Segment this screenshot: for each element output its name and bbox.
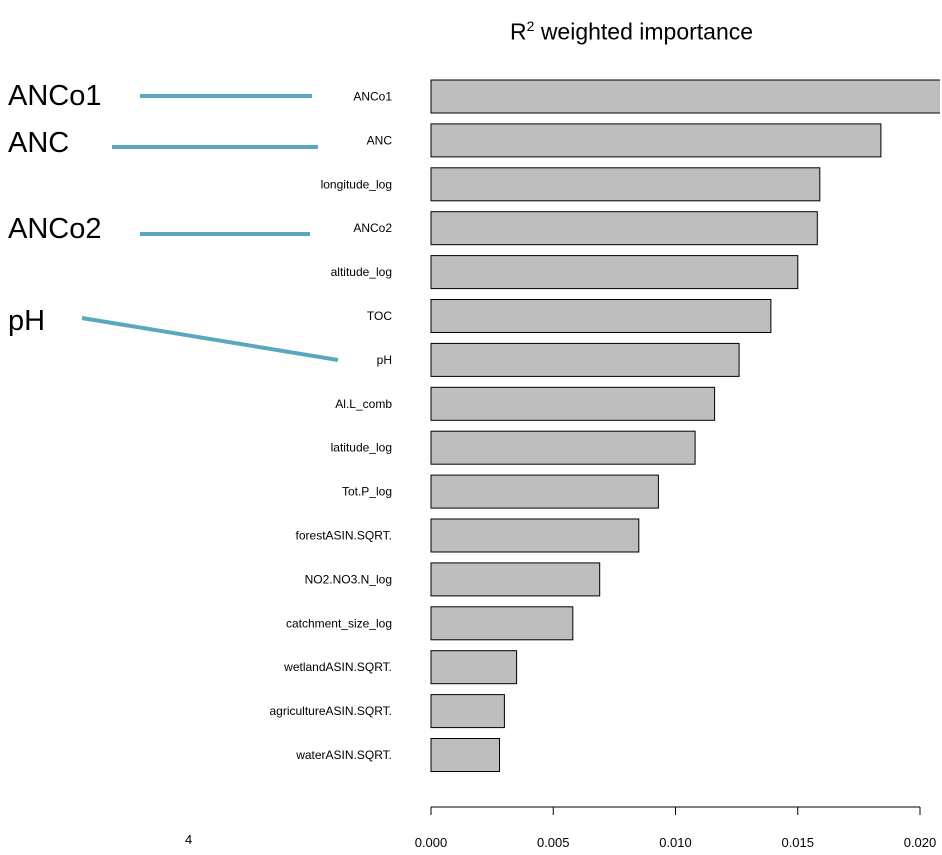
- cropped-text-fragment: 4: [185, 832, 193, 847]
- bar-forestASIN.SQRT.: [430, 518, 640, 553]
- bar-NO2.NO3.N_log: [430, 562, 601, 597]
- x-tick-label: 0.020: [904, 835, 937, 850]
- category-label: catchment_size_log: [286, 616, 392, 630]
- category-label: pH: [377, 353, 392, 367]
- category-label: altitude_log: [331, 265, 392, 279]
- annotation-line-pH: [81, 316, 339, 362]
- category-label: NO2.NO3.N_log: [305, 572, 392, 586]
- bar-Tot.P_log: [430, 474, 659, 509]
- bar-ANC: [430, 123, 882, 158]
- bar-ANCo1: [430, 79, 940, 114]
- annotation-ph: pH: [8, 305, 46, 337]
- category-label: Al.L_comb: [335, 397, 392, 411]
- category-label: ANC: [367, 133, 393, 147]
- title-text: weighted importance: [540, 18, 754, 45]
- x-tick-label: 0.010: [659, 835, 692, 850]
- title-symbol: R: [510, 18, 527, 45]
- bar-longitude_log: [430, 167, 821, 202]
- category-label: agricultureASIN.SQRT.: [270, 704, 393, 718]
- category-label: longitude_log: [321, 177, 392, 191]
- category-label: Tot.P_log: [342, 485, 392, 499]
- bar-pH: [430, 342, 740, 377]
- bar-Al.L_comb: [430, 386, 716, 421]
- bar-ANCo2: [430, 211, 818, 246]
- category-label: waterASIN.SQRT.: [295, 748, 392, 762]
- title-superscript: 2: [526, 18, 535, 34]
- category-label: ANCo2: [353, 221, 392, 235]
- annotation-ancO2: ANCo2: [8, 213, 102, 245]
- category-label: forestASIN.SQRT.: [296, 529, 392, 543]
- chart-title: R2 weighted importance: [510, 18, 753, 46]
- bar-waterASIN.SQRT.: [430, 738, 500, 772]
- annotation-ancO1: ANCo1: [8, 80, 102, 112]
- category-label: latitude_log: [331, 441, 392, 455]
- bar-wetlandASIN.SQRT.: [430, 650, 518, 685]
- bar-TOC: [430, 299, 772, 333]
- category-label: wetlandASIN.SQRT.: [283, 660, 392, 674]
- bar-agricultureASIN.SQRT.: [430, 694, 505, 729]
- x-tick-label: 0.005: [537, 835, 570, 850]
- bar-altitude_log: [430, 255, 799, 290]
- category-label: ANCo1: [353, 90, 392, 104]
- category-label: TOC: [367, 309, 392, 323]
- annotation-anc: ANC: [8, 127, 70, 159]
- x-tick-label: 0.000: [415, 835, 448, 850]
- bar-catchment_size_log: [430, 606, 574, 641]
- bar-latitude_log: [430, 430, 696, 465]
- x-tick-label: 0.015: [781, 835, 814, 850]
